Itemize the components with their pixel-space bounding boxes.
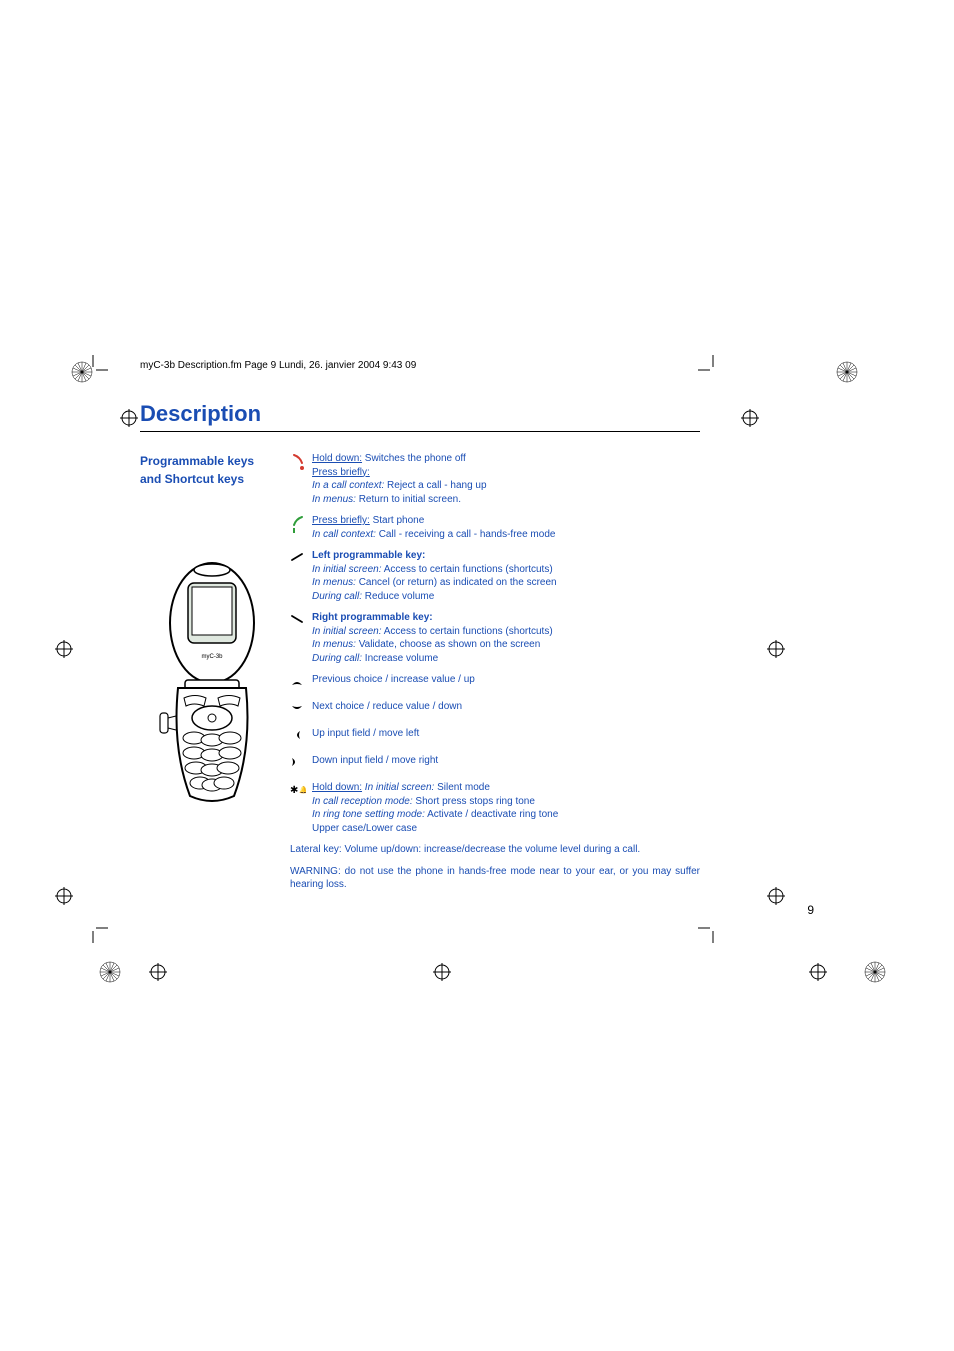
key-down: Next choice / reduce value / down (290, 700, 700, 719)
t: Silent mode (434, 782, 490, 793)
crosshair-4 (767, 640, 785, 663)
t: Up input field / move left (312, 727, 700, 746)
t: Access to certain functions (shortcuts) (381, 626, 552, 637)
key-right: Down input field / move right (290, 754, 700, 773)
svg-text:✱: ✱ (290, 785, 298, 795)
t: Upper case/Lower case (312, 823, 417, 834)
t: do not use the phone in hands-free mode … (290, 866, 700, 891)
t: In a call context: (312, 480, 384, 491)
page-title: Description (140, 401, 700, 427)
t: In menus: (312, 577, 356, 588)
lateral-key-para: Lateral key: Volume up/down: increase/de… (290, 843, 700, 857)
t: Switches the phone off (362, 453, 466, 464)
title-underline (140, 431, 700, 432)
crosshair-3 (55, 640, 73, 663)
t: In initial screen: (312, 564, 381, 575)
key-star: ✱🔔 Hold down: In initial screen: Silent … (290, 781, 700, 835)
right-softkey-icon (290, 611, 312, 665)
crop-mark-br (698, 913, 728, 943)
t: Lateral key (290, 844, 339, 855)
t: Access to certain functions (shortcuts) (381, 564, 552, 575)
t: In call context: (312, 529, 376, 540)
t: Press briefly: (312, 515, 370, 526)
t: Hold down: (312, 453, 362, 464)
header-line: myC-3b Description.fm Page 9 Lundi, 26. … (140, 360, 700, 371)
t: Start phone (370, 515, 424, 526)
star-key-icon: ✱🔔 (290, 781, 312, 835)
right-column: Hold down: Switches the phone off Press … (290, 452, 700, 892)
crosshair-7 (149, 963, 167, 986)
t: Reduce volume (362, 591, 434, 602)
t: Validate, choose as shown on the screen (356, 639, 540, 650)
t: In menus: (312, 494, 356, 505)
t: In call reception mode: (312, 796, 413, 807)
crosshair-9 (809, 963, 827, 986)
t: Press briefly: (312, 467, 370, 478)
t: WARNING: (290, 866, 341, 877)
crop-mark-tr (698, 355, 728, 385)
t: Activate / deactivate ring tone (425, 809, 558, 820)
crosshair-6 (767, 887, 785, 910)
t: Left programmable key: (312, 550, 425, 561)
t: Next choice / reduce value / down (312, 700, 700, 719)
svg-text:🔔: 🔔 (299, 785, 306, 794)
key-left-prog: Left programmable key: In initial screen… (290, 549, 700, 603)
t: During call: (312, 653, 362, 664)
key-left: Up input field / move left (290, 727, 700, 746)
page-content: myC-3b Description.fm Page 9 Lundi, 26. … (140, 360, 700, 892)
crosshair-5 (55, 887, 73, 910)
t: In initial screen: (312, 626, 381, 637)
section-label-1: Programmable keys (140, 454, 254, 468)
t: In ring tone setting mode: (312, 809, 425, 820)
power-off-icon (290, 452, 312, 506)
t: Hold down: (312, 782, 362, 793)
page-number: 9 (807, 903, 814, 917)
crosshair-2 (741, 409, 759, 432)
t: Increase volume (362, 653, 438, 664)
crop-mark-bl (78, 913, 108, 943)
t: Short press stops ring tone (413, 796, 535, 807)
t: Previous choice / increase value / up (312, 673, 700, 692)
t: Call - receiving a call - hands-free mod… (376, 529, 556, 540)
phone-illustration: myC-3b (150, 558, 290, 813)
t: Right programmable key: (312, 612, 433, 623)
key-up: Previous choice / increase value / up (290, 673, 700, 692)
crosshair-1 (120, 409, 138, 432)
key-right-prog: Right programmable key: In initial scree… (290, 611, 700, 665)
left-column: Programmable keys and Shortcut keys myC-… (140, 452, 290, 892)
warning-para: WARNING: do not use the phone in hands-f… (290, 865, 700, 892)
left-softkey-icon (290, 549, 312, 603)
t: In menus: (312, 639, 356, 650)
nav-left-icon (290, 727, 312, 746)
call-icon (290, 514, 312, 541)
t: Cancel (or return) as indicated on the s… (356, 577, 557, 588)
registration-tr (835, 360, 859, 389)
key-call: Press briefly: Start phone In call conte… (290, 514, 700, 541)
key-power-off: Hold down: Switches the phone off Press … (290, 452, 700, 506)
t: Return to initial screen. (356, 494, 461, 505)
t: Down input field / move right (312, 754, 700, 773)
t: During call: (312, 591, 362, 602)
svg-text:myC-3b: myC-3b (201, 654, 223, 660)
nav-right-icon (290, 754, 312, 773)
registration-br (863, 960, 887, 989)
t: Reject a call - hang up (384, 480, 486, 491)
t: : Volume up/down: increase/decrease the … (339, 844, 640, 855)
registration-tl (70, 360, 94, 389)
t: In initial screen: (362, 782, 434, 793)
registration-bl (98, 960, 122, 989)
nav-down-icon (290, 700, 312, 719)
section-label-2: and Shortcut keys (140, 472, 244, 486)
crosshair-8 (433, 963, 451, 986)
nav-up-icon (290, 673, 312, 692)
section-label: Programmable keys and Shortcut keys (140, 452, 290, 488)
